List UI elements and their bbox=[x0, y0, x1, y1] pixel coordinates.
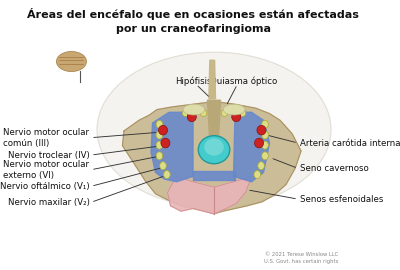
Ellipse shape bbox=[56, 52, 86, 72]
Ellipse shape bbox=[156, 120, 163, 128]
Ellipse shape bbox=[254, 171, 260, 178]
Text: Nervio oftálmico (V₁): Nervio oftálmico (V₁) bbox=[0, 182, 90, 191]
Ellipse shape bbox=[97, 52, 331, 207]
Polygon shape bbox=[234, 112, 270, 182]
Ellipse shape bbox=[198, 136, 230, 164]
Text: Hipófisis: Hipófisis bbox=[175, 77, 211, 86]
Text: Nervio troclear (IV): Nervio troclear (IV) bbox=[8, 151, 90, 160]
Text: Senos esfenoidales: Senos esfenoidales bbox=[300, 195, 383, 204]
Text: Áreas del encéfalo que en ocasiones están afectadas: Áreas del encéfalo que en ocasiones está… bbox=[27, 8, 359, 20]
Ellipse shape bbox=[257, 125, 266, 135]
Ellipse shape bbox=[200, 110, 207, 116]
Ellipse shape bbox=[221, 110, 228, 116]
Ellipse shape bbox=[156, 141, 163, 149]
Polygon shape bbox=[151, 112, 193, 182]
Ellipse shape bbox=[254, 138, 264, 148]
Polygon shape bbox=[208, 100, 221, 137]
Text: Nervio motor ocular
común (III): Nervio motor ocular común (III) bbox=[4, 128, 90, 148]
Ellipse shape bbox=[204, 138, 224, 156]
Text: Quiasma óptico: Quiasma óptico bbox=[210, 77, 277, 86]
Text: Arteria carótida interna: Arteria carótida interna bbox=[300, 139, 400, 147]
Text: © 2021 Terese Winslow LLC
U.S. Govt. has certain rights: © 2021 Terese Winslow LLC U.S. Govt. has… bbox=[264, 252, 338, 264]
Ellipse shape bbox=[262, 131, 268, 139]
Ellipse shape bbox=[164, 171, 170, 178]
Ellipse shape bbox=[156, 131, 163, 139]
Ellipse shape bbox=[161, 138, 170, 148]
Text: Nervio maxilar (V₂): Nervio maxilar (V₂) bbox=[8, 198, 90, 207]
Ellipse shape bbox=[262, 141, 268, 149]
Ellipse shape bbox=[183, 104, 205, 115]
Ellipse shape bbox=[232, 112, 241, 122]
Ellipse shape bbox=[262, 120, 268, 128]
Ellipse shape bbox=[156, 152, 163, 160]
Ellipse shape bbox=[262, 152, 268, 160]
Polygon shape bbox=[193, 171, 235, 180]
Ellipse shape bbox=[160, 162, 166, 170]
Ellipse shape bbox=[258, 162, 264, 170]
Polygon shape bbox=[168, 176, 252, 214]
Ellipse shape bbox=[182, 110, 189, 116]
Ellipse shape bbox=[158, 125, 168, 135]
Polygon shape bbox=[209, 60, 216, 99]
Polygon shape bbox=[122, 102, 301, 214]
Text: por un craneofaringioma: por un craneofaringioma bbox=[116, 24, 270, 34]
Text: Seno cavernoso: Seno cavernoso bbox=[300, 164, 368, 173]
Ellipse shape bbox=[223, 104, 245, 115]
Ellipse shape bbox=[239, 110, 246, 116]
Text: Nervio motor ocular
externo (VI): Nervio motor ocular externo (VI) bbox=[4, 160, 90, 180]
Ellipse shape bbox=[187, 112, 196, 122]
